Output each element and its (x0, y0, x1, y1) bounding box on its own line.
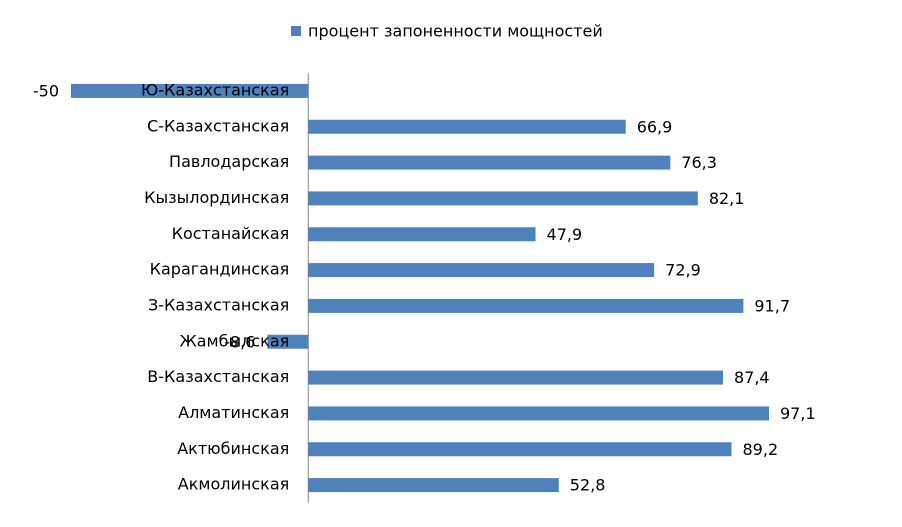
category-label: Акмолинская (178, 475, 289, 494)
bar (308, 478, 559, 493)
value-label: -50 (33, 81, 59, 100)
bar (267, 334, 309, 349)
value-label: 82,1 (709, 189, 745, 208)
value-label: 91,7 (754, 296, 790, 315)
value-label: 87,4 (734, 368, 770, 387)
category-label: З-Казахстанская (148, 295, 289, 314)
value-label: -8,6 (224, 332, 255, 351)
value-label: 47,9 (547, 225, 583, 244)
value-label: 52,8 (570, 476, 606, 495)
category-label: В-Казахстанская (147, 367, 289, 386)
value-label: 72,9 (665, 261, 701, 280)
bar (308, 119, 626, 134)
bar (308, 370, 723, 385)
bar (308, 263, 655, 278)
value-label: 89,2 (743, 440, 779, 459)
bar (308, 442, 732, 457)
bar (308, 155, 671, 170)
category-label: С-Казахстанская (147, 116, 289, 135)
value-label: 66,9 (637, 117, 673, 136)
legend-swatch (291, 26, 301, 36)
value-label: 97,1 (780, 404, 816, 423)
bar (71, 83, 309, 98)
bar (308, 298, 744, 313)
bar (308, 191, 698, 206)
bar (308, 406, 769, 421)
category-label: Кызылординская (144, 188, 289, 207)
legend-label: процент запоненности мощностей (308, 22, 603, 41)
category-label: Ю-Казахстанская (141, 80, 289, 99)
category-label: Актюбинская (177, 439, 289, 458)
category-label: Жамбылская (180, 331, 290, 350)
value-label: 76,3 (681, 153, 717, 172)
bar (308, 227, 536, 242)
category-label: Карагандинская (150, 260, 290, 279)
category-label: Костанайская (172, 224, 290, 243)
category-label: Алматинская (178, 403, 289, 422)
category-label: Павлодарская (169, 152, 289, 171)
